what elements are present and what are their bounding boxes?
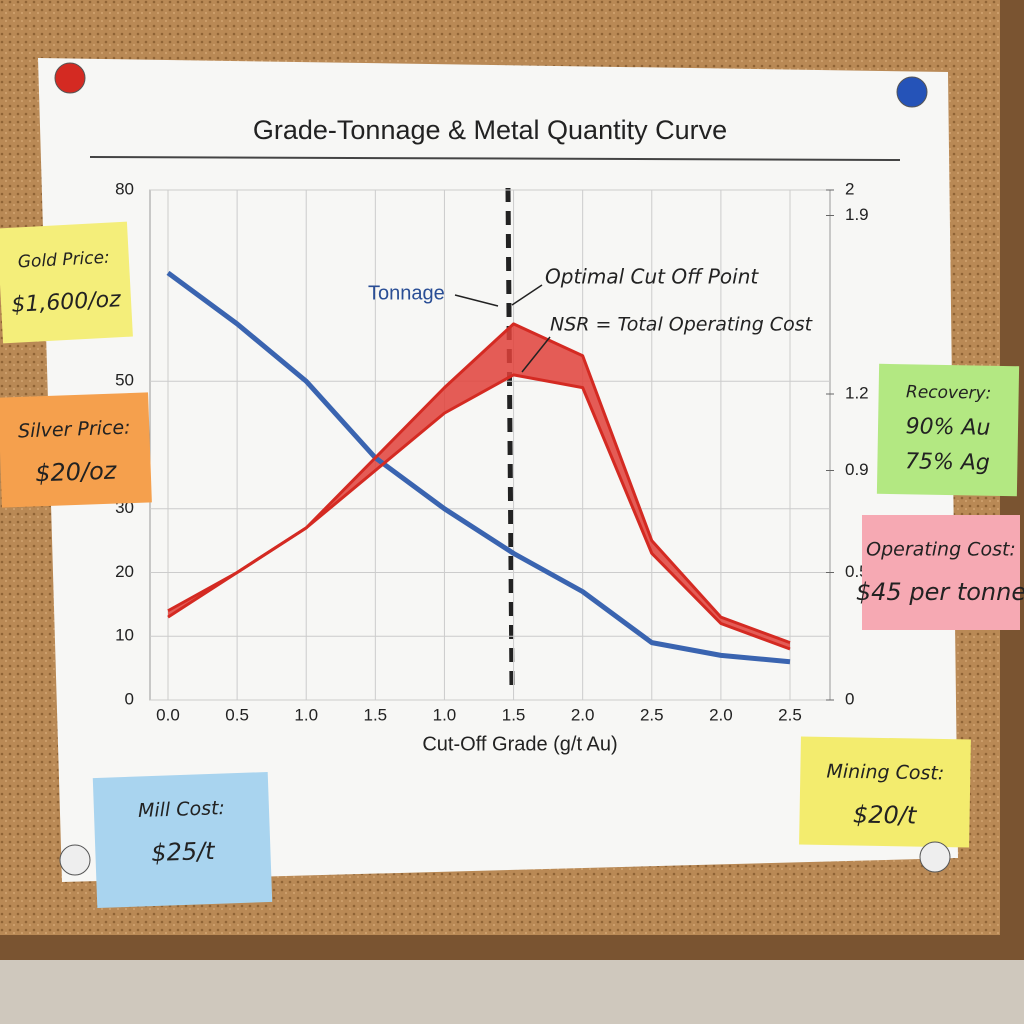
sticky-note: Gold Price: $1,600/oz (0, 221, 133, 344)
x-tick-label: 1.0 (294, 705, 318, 724)
note-text: 90% Au (905, 414, 990, 440)
y-tick-label: 20 (115, 562, 134, 581)
y-tick-label: 50 (115, 371, 134, 390)
note-paper (92, 771, 273, 909)
note-title: Gold Price: (17, 248, 110, 273)
y2-tick-label: 0 (845, 689, 854, 708)
paper (38, 58, 958, 882)
note-title: Mill Cost: (138, 797, 226, 822)
x-tick-label: 2.5 (778, 705, 802, 724)
y-tick-label: 10 (115, 626, 134, 645)
x-tick-label: 2.0 (571, 705, 595, 724)
x-tick-label: 1.5 (502, 705, 526, 724)
arrow (521, 336, 551, 373)
y2-tick-label: 2 (845, 179, 854, 198)
x-tick-label: 0.0 (156, 705, 180, 724)
y-tick-label: 0 (125, 689, 134, 708)
series-line (166, 270, 791, 665)
note-text: $45 per tonne (856, 578, 1024, 606)
optimal-cutoff-line (505, 187, 515, 691)
chart-title: Grade-Tonnage & Metal Quantity Curve (253, 115, 727, 145)
arrow (511, 284, 543, 306)
note-text: $20/t (853, 800, 918, 829)
x-tick-label: 2.5 (640, 705, 664, 724)
sticky-note: Mining Cost: $20/t (799, 736, 971, 848)
x-tick-label: 1.5 (364, 705, 388, 724)
annotation: Tonnage (368, 282, 445, 304)
sticky-note: Silver Price: $20/oz (0, 392, 152, 508)
push-pin (919, 841, 951, 873)
y2-tick-label: 1.2 (845, 383, 869, 402)
note-paper (799, 736, 971, 848)
y2-tick-label: 0.9 (845, 460, 869, 479)
x-tick-label: 0.5 (225, 705, 249, 724)
note-title: Mining Cost: (826, 760, 944, 784)
x-axis-label: Cut-Off Grade (g/t Au) (422, 733, 617, 755)
sticky-note: Recovery: 90% Au 75% Ag (876, 363, 1020, 497)
note-title: Operating Cost: (866, 539, 1016, 561)
push-pin (59, 844, 91, 876)
y-tick-label: 80 (115, 179, 134, 198)
title-rule (89, 156, 901, 161)
x-tick-label: 1.0 (433, 705, 457, 724)
note-paper (862, 515, 1020, 630)
note-text: $1,600/oz (11, 287, 122, 318)
note-paper (0, 221, 133, 344)
annotation: NSR = Total Operating Cost (550, 314, 814, 336)
x-tick-label: 2.0 (709, 705, 733, 724)
note-title: Recovery: (906, 382, 992, 403)
push-pin (54, 62, 86, 94)
sticky-note: Operating Cost: $45 per tonne (856, 515, 1024, 630)
note-paper (0, 392, 152, 508)
nsr-band (168, 323, 790, 649)
note-title: Silver Price: (18, 417, 131, 443)
series-line (167, 373, 791, 651)
push-pin (896, 76, 928, 108)
wall (0, 960, 1024, 1024)
y2-tick-label: 1.9 (845, 205, 869, 224)
note-paper (876, 363, 1020, 497)
sticky-note: Mill Cost: $25/t (92, 771, 273, 909)
note-text: 75% Ag (905, 449, 990, 475)
arrow (454, 294, 499, 307)
note-text: $25/t (151, 837, 217, 867)
note-text: $20/oz (35, 457, 119, 488)
annotation: Optimal Cut Off Point (545, 265, 759, 289)
